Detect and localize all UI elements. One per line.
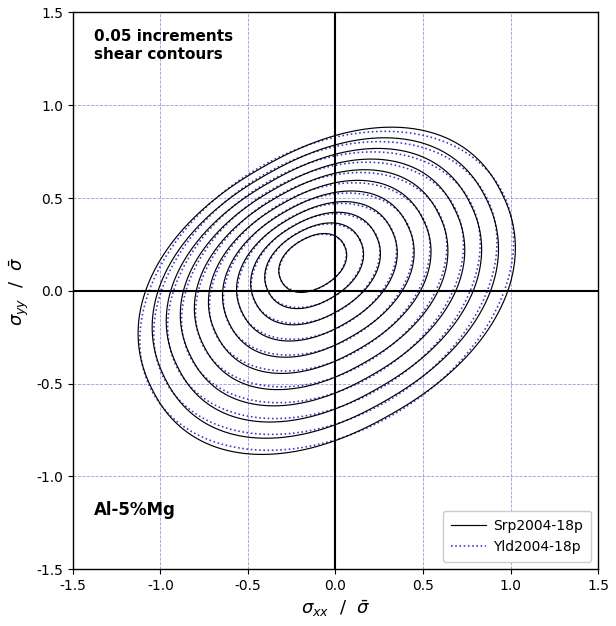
Srp2004-18p xyxy=(498,188,505,196)
Yld2004-18p xyxy=(506,207,513,214)
Yld2004-18p xyxy=(381,128,388,135)
Srp2004-18p xyxy=(463,352,471,360)
Yld2004-18p xyxy=(141,371,148,378)
Text: 0.05 increments
shear contours: 0.05 increments shear contours xyxy=(94,29,233,61)
Srp2004-18p xyxy=(498,188,505,196)
Line: Srp2004-18p: Srp2004-18p xyxy=(138,127,516,454)
Srp2004-18p xyxy=(141,369,148,376)
Text: Al-5%Mg: Al-5%Mg xyxy=(94,501,176,519)
Srp2004-18p xyxy=(387,123,395,131)
Srp2004-18p xyxy=(215,444,222,452)
Legend: Srp2004-18p, Yld2004-18p: Srp2004-18p, Yld2004-18p xyxy=(443,511,591,562)
Srp2004-18p xyxy=(139,363,147,371)
Y-axis label: $\sigma_{yy}$  /  $\bar{\sigma}$: $\sigma_{yy}$ / $\bar{\sigma}$ xyxy=(7,256,31,326)
Yld2004-18p xyxy=(457,357,464,364)
Srp2004-18p xyxy=(506,208,513,216)
Yld2004-18p xyxy=(500,190,507,197)
Srp2004-18p xyxy=(257,451,265,458)
Yld2004-18p xyxy=(500,190,507,197)
Yld2004-18p xyxy=(140,365,147,372)
Yld2004-18p xyxy=(170,414,177,422)
X-axis label: $\sigma_{xx}$  /  $\bar{\sigma}$: $\sigma_{xx}$ / $\bar{\sigma}$ xyxy=(301,598,370,619)
Line: Yld2004-18p: Yld2004-18p xyxy=(140,131,514,450)
Srp2004-18p xyxy=(173,420,180,428)
Yld2004-18p xyxy=(214,439,222,447)
Yld2004-18p xyxy=(264,446,272,454)
